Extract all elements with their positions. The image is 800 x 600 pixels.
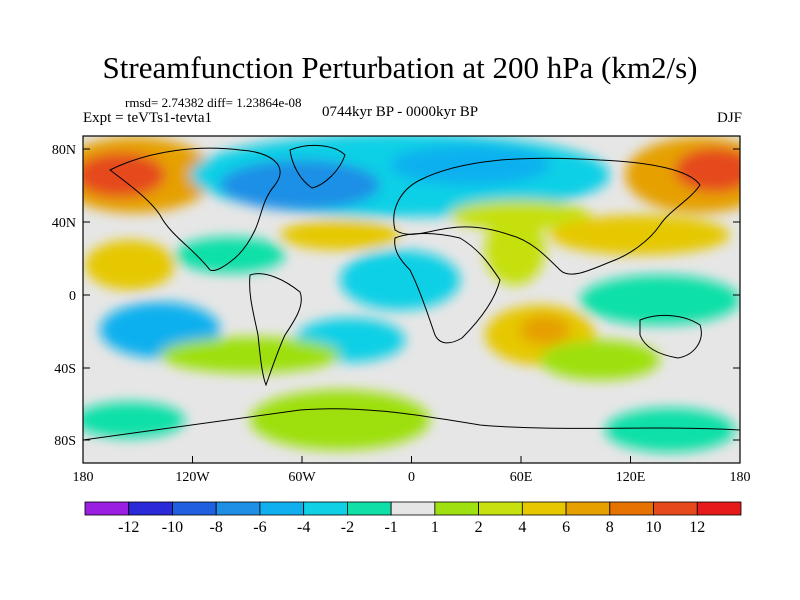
anomaly-negative	[220, 160, 380, 210]
anomaly-negative	[580, 275, 740, 325]
colorbar-swatch	[653, 501, 698, 516]
colorbar-swatch	[478, 501, 523, 516]
x-tick-label: 60W	[288, 470, 316, 485]
anomaly-positive	[160, 337, 340, 373]
y-tick-label: 40N	[52, 216, 76, 231]
anomaly-positive	[675, 148, 740, 192]
anomaly-positive	[83, 153, 165, 197]
anomaly-negative	[175, 237, 285, 273]
colorbar-label: 12	[689, 519, 705, 536]
season-label: DJF	[716, 110, 742, 126]
colorbar-swatch	[303, 501, 348, 516]
colorbar-label: -2	[341, 519, 354, 536]
x-tick-label: 60E	[510, 470, 533, 485]
colorbar-swatch	[215, 501, 261, 516]
experiment-label: Expt = teVTs1-tevta1	[83, 110, 213, 126]
colorbar-label: -10	[162, 519, 183, 536]
colorbar-swatch	[172, 501, 217, 516]
x-tick-label: 180	[730, 470, 751, 485]
colorbar-label: 6	[562, 519, 570, 536]
anomaly-positive	[540, 340, 660, 380]
anomaly-positive	[280, 220, 400, 250]
colorbar-label: -12	[118, 519, 139, 536]
colorbar-swatch	[521, 501, 567, 516]
colorbar-label: -8	[210, 519, 223, 536]
anomaly-positive	[85, 240, 175, 290]
colorbar-label: 4	[518, 519, 526, 536]
x-tick-label: 180	[73, 470, 94, 485]
stats-text: rmsd= 2.74382 diff= 1.23864e-08	[125, 95, 302, 110]
colorbar-swatch	[565, 501, 611, 516]
colorbar-label: 8	[606, 519, 614, 536]
colorbar-label: -6	[253, 519, 266, 536]
x-tick-label: 120W	[175, 470, 210, 485]
colorbar-swatch	[128, 501, 173, 516]
colorbar-label: 2	[475, 519, 483, 536]
y-tick-label: 0	[69, 289, 76, 304]
anomaly-positive	[485, 215, 545, 285]
anomaly-positive	[550, 215, 730, 255]
anomaly-positive	[520, 315, 570, 345]
colorbar-swatch	[390, 501, 436, 516]
colorbar-swatch	[609, 501, 654, 516]
anomaly-negative	[390, 145, 550, 185]
colorbar-label: 10	[646, 519, 662, 536]
coastlines	[83, 144, 740, 441]
period-label: 0744kyr BP - 0000kyr BP	[322, 104, 479, 120]
x-tick-label: 120E	[616, 470, 646, 485]
colorbar-swatch	[346, 501, 392, 516]
colorbar-swatch	[696, 501, 742, 516]
anomaly-positive	[450, 200, 590, 230]
y-tick-label: 80S	[54, 434, 76, 449]
anomaly-negative	[340, 250, 460, 310]
anomaly-positive	[250, 390, 430, 450]
anomaly-negative	[83, 402, 185, 438]
y-tick-label: 80N	[52, 143, 76, 158]
colorbar-swatch	[434, 501, 480, 516]
colorbar-label: 1	[431, 519, 439, 536]
contour-field	[83, 136, 740, 463]
colorbar-label: -1	[384, 519, 397, 536]
colorbar: -12 -10 -8 -6 -4 -2 -1 1 2 4 6 8 10 12	[84, 501, 742, 536]
anomaly-negative	[605, 408, 735, 452]
colorbar-swatch	[84, 501, 130, 516]
x-tick-label: 0	[408, 470, 415, 485]
colorbar-label: -4	[297, 519, 310, 536]
axis-ticks	[82, 148, 741, 463]
chart-title: Streamfunction Perturbation at 200 hPa (…	[102, 50, 698, 85]
colorbar-swatch	[259, 501, 305, 516]
y-tick-label: 40S	[54, 362, 76, 377]
